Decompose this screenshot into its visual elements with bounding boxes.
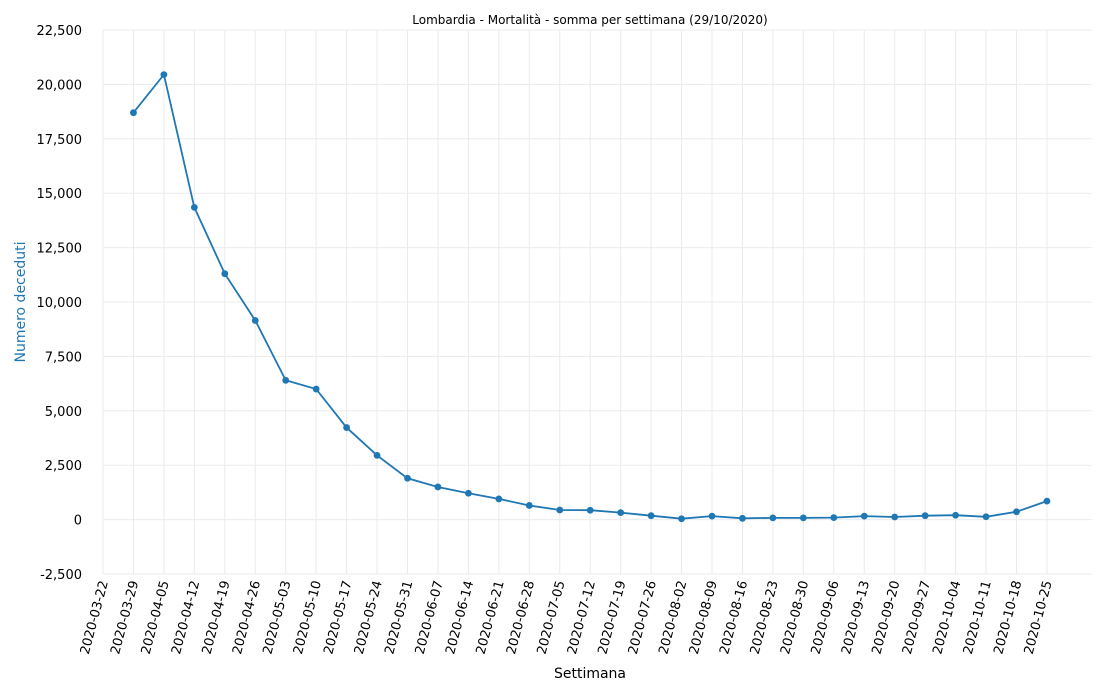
y-tick-label: -2,500 (40, 568, 82, 583)
data-point (952, 511, 959, 519)
data-point (982, 513, 990, 521)
x-tick-label: 2020-07-12 (565, 579, 599, 656)
grid (102, 29, 1092, 575)
y-axis-label: Numero deceduti (13, 241, 29, 362)
x-tick-label: 2020-06-14 (443, 579, 477, 656)
data-point (708, 512, 716, 520)
x-tick-label: 2020-04-12 (169, 579, 203, 656)
x-tick-label: 2020-05-10 (291, 579, 325, 656)
series (130, 71, 1051, 523)
x-tick-label: 2020-06-21 (474, 579, 508, 656)
x-tick-label: 2020-04-26 (230, 579, 264, 656)
data-point (343, 424, 350, 431)
x-tick-label: 2020-03-29 (108, 579, 142, 656)
data-point (190, 203, 198, 211)
data-point (1043, 497, 1051, 505)
data-point (617, 509, 625, 517)
y-tick-label: 22,500 (37, 24, 83, 39)
x-tick-label: 2020-09-06 (809, 579, 843, 656)
data-point (465, 489, 472, 497)
data-point (678, 515, 685, 523)
x-tick-label: 2020-09-13 (839, 579, 873, 656)
x-tick-label: 2020-10-25 (1022, 579, 1056, 656)
y-tick-label: 7,500 (45, 350, 82, 365)
y-tick-label: 15,000 (37, 187, 83, 202)
y-tick-label: 0 (74, 514, 82, 529)
data-point (373, 452, 381, 459)
y-tick-label: 2,500 (45, 459, 82, 474)
x-tick-label: 2020-04-05 (139, 579, 173, 656)
data-point (769, 514, 777, 522)
x-tick-label: 2020-07-19 (595, 579, 629, 656)
data-point (556, 506, 564, 514)
chart-title: Lombardia - Mortalità - somma per settim… (412, 13, 767, 27)
data-point (891, 513, 899, 521)
x-tick-label: 2020-05-03 (261, 579, 295, 656)
data-point (251, 317, 259, 324)
data-point (130, 109, 137, 117)
data-point (799, 514, 807, 522)
x-tick-label: 2020-05-24 (352, 579, 386, 656)
x-tick-label: 2020-04-19 (200, 579, 234, 656)
data-point (921, 512, 929, 520)
x-tick-label: 2020-10-18 (991, 579, 1025, 656)
x-tick-label: 2020-08-09 (687, 579, 721, 656)
x-tick-label: 2020-08-02 (656, 579, 690, 656)
x-axis-ticks: 2020-03-222020-03-292020-04-052020-04-12… (78, 579, 1056, 656)
data-point (221, 270, 229, 278)
x-tick-label: 2020-06-28 (504, 579, 538, 656)
x-tick-label: 2020-08-16 (717, 579, 751, 656)
y-tick-label: 12,500 (37, 242, 83, 257)
data-point (525, 502, 533, 509)
x-tick-label: 2020-05-31 (382, 579, 416, 656)
x-tick-label: 2020-07-05 (535, 579, 569, 656)
x-tick-label: 2020-09-27 (900, 579, 934, 656)
x-tick-label: 2020-07-26 (626, 579, 660, 656)
data-point (160, 71, 168, 79)
x-tick-label: 2020-08-23 (748, 579, 782, 656)
x-tick-label: 2020-08-30 (778, 579, 812, 656)
data-point (860, 512, 868, 520)
data-point (312, 385, 320, 393)
x-tick-label: 2020-06-07 (413, 579, 447, 656)
y-axis-ticks: -2,500 0 2,500 5,000 7,500 10,000 12,500 15,000… (37, 24, 83, 583)
data-point (434, 483, 442, 491)
x-axis-label: Settimana (554, 666, 626, 682)
data-point (404, 474, 411, 482)
x-tick-label: 2020-09-20 (870, 579, 904, 656)
data-point (282, 376, 290, 384)
x-tick-label: 2020-10-11 (961, 579, 995, 656)
x-tick-label: 2020-10-04 (930, 579, 964, 656)
y-tick-label: 20,000 (37, 78, 83, 93)
data-point (830, 514, 838, 522)
data-point (739, 514, 746, 522)
data-point (495, 495, 503, 503)
y-tick-label: 5,000 (45, 405, 82, 420)
data-point (647, 512, 655, 520)
y-tick-label: 10,000 (37, 296, 83, 311)
data-point (586, 506, 594, 514)
y-tick-label: 17,500 (37, 133, 83, 148)
data-point (1013, 508, 1020, 516)
x-tick-label: 2020-03-22 (78, 579, 112, 656)
x-tick-label: 2020-05-17 (321, 579, 355, 656)
